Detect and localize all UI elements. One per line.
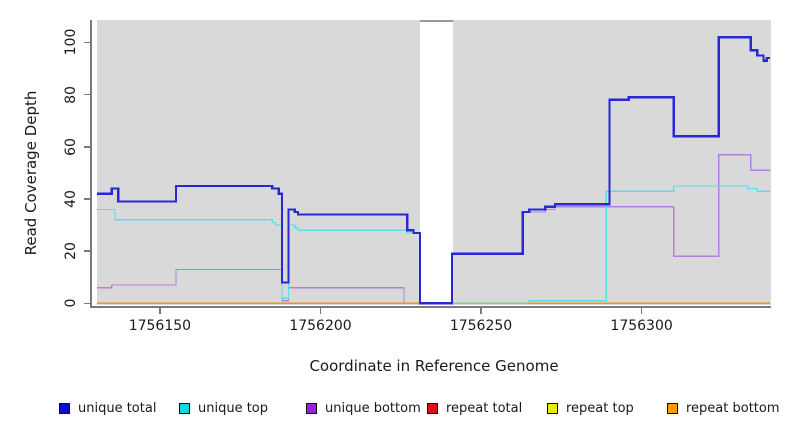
- y-tick-label: 100: [63, 29, 79, 56]
- y-axis-line: [90, 20, 92, 307]
- legend-swatch-icon: [547, 402, 558, 414]
- legend-item-repeat-bottom: repeat bottom: [667, 400, 780, 416]
- legend-item-unique-bottom: unique bottom: [306, 400, 421, 416]
- x-tick-mark: [480, 307, 482, 314]
- masked-region-band: [420, 20, 454, 305]
- x-tick-label: 1756250: [449, 318, 513, 334]
- y-tick-mark: [84, 146, 91, 148]
- x-tick-mark: [319, 307, 322, 314]
- legend-label: repeat total: [446, 400, 523, 416]
- x-tick-label: 1756150: [128, 318, 192, 334]
- x-tick-mark: [640, 307, 643, 314]
- y-tick-label: 40: [63, 189, 79, 208]
- plot-panel: [97, 20, 771, 305]
- legend-label: repeat top: [566, 400, 634, 416]
- legend-label: unique total: [78, 400, 157, 416]
- series-line-unique-top: [97, 185, 770, 304]
- series-lines-canvas: [97, 36, 770, 305]
- x-axis-line: [90, 306, 771, 308]
- y-tick-mark: [84, 41, 91, 44]
- y-tick-mark: [84, 93, 91, 96]
- y-tick-mark: [84, 250, 91, 252]
- legend-label: unique top: [198, 400, 269, 416]
- legend-label: unique bottom: [325, 400, 421, 416]
- legend-label: repeat bottom: [686, 400, 780, 416]
- x-tick-label: 1756200: [289, 318, 352, 334]
- legend-swatch-icon: [59, 402, 70, 414]
- y-tick-label: 60: [63, 137, 79, 156]
- y-tick-mark: [84, 198, 91, 200]
- x-tick-label: 1756300: [610, 318, 673, 334]
- legend-item-repeat-top: repeat top: [547, 400, 634, 416]
- legend-swatch-icon: [667, 402, 678, 414]
- y-tick-label: 80: [63, 85, 79, 104]
- legend-item-unique-total: unique total: [59, 400, 157, 416]
- series-line-unique-total: [97, 36, 770, 305]
- y-axis-title: Read Coverage Depth: [22, 90, 40, 256]
- legend-swatch-icon: [306, 402, 317, 414]
- legend-item-repeat-total: repeat total: [427, 400, 523, 416]
- y-tick-label: 0: [63, 298, 79, 308]
- legend-swatch-icon: [179, 402, 190, 414]
- y-tick-label: 20: [63, 242, 79, 261]
- x-tick-mark: [159, 307, 161, 314]
- legend-swatch-icon: [427, 402, 438, 414]
- x-axis-title: Coordinate in Reference Genome: [309, 357, 559, 375]
- legend-item-unique-top: unique top: [179, 400, 269, 416]
- series-line-unique-bottom: [97, 153, 770, 304]
- y-tick-mark: [84, 302, 91, 305]
